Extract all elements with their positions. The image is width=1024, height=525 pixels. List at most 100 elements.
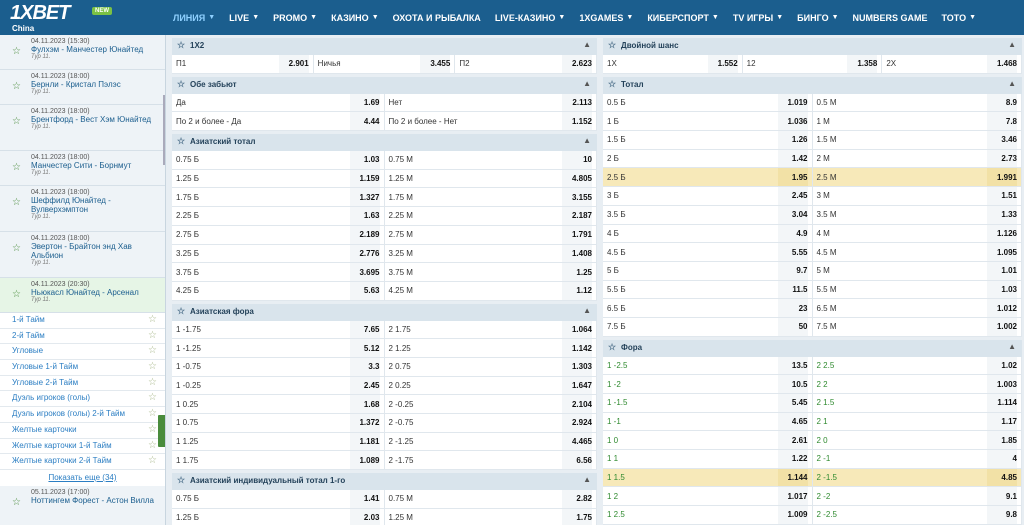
odds-cell[interactable]: П2 2.623 — [455, 55, 598, 73]
odds-value[interactable]: 1.22 — [777, 450, 808, 468]
brand-logo[interactable]: 1XBET — [10, 2, 70, 24]
odds-value[interactable]: 1.17 — [987, 412, 1017, 431]
odds-cell[interactable]: 2 0.75 1.303 — [385, 357, 597, 376]
odds-cell[interactable]: 4.25 М 1.12 — [385, 281, 597, 300]
nav-item-8[interactable]: TV ИГРЫ ▼ — [726, 0, 790, 35]
favorite-star-icon[interactable]: ☆ — [12, 46, 21, 57]
odds-value[interactable]: 1.03 — [987, 280, 1017, 299]
odds-cell[interactable]: 4.5 Б 5.55 — [603, 243, 813, 261]
odds-value[interactable]: 1.42 — [777, 149, 808, 168]
odds-cell[interactable]: 1 -0.25 2.45 — [172, 376, 385, 395]
odds-value[interactable]: 1.064 — [562, 320, 592, 339]
odds-cell[interactable]: 1 М 7.8 — [813, 112, 1022, 131]
odds-cell[interactable]: 6.5 М 1.012 — [813, 299, 1022, 317]
odds-cell[interactable]: 1X 1.552 — [603, 55, 743, 73]
odds-value[interactable]: 4.65 — [777, 412, 808, 431]
odds-value[interactable]: 2.901 — [278, 55, 309, 73]
favorite-star-icon[interactable]: ☆ — [12, 197, 21, 208]
nav-item-9[interactable]: БИНГО ▼ — [790, 0, 845, 35]
odds-value[interactable]: 2.776 — [349, 244, 380, 263]
odds-value[interactable]: 1.85 — [987, 431, 1017, 450]
sidebar-market-link[interactable]: 2-й Тайм ☆ — [0, 329, 165, 345]
odds-cell[interactable]: 4.5 М 1.095 — [813, 243, 1022, 261]
odds-value[interactable]: 1.33 — [987, 205, 1017, 224]
odds-cell[interactable]: По 2 и более - Нет 1.152 — [385, 112, 597, 131]
odds-value[interactable]: 1.358 — [847, 55, 878, 73]
favorite-star-icon[interactable]: ☆ — [177, 40, 186, 50]
market-header[interactable]: ☆ 1X2 ▲ — [172, 38, 597, 55]
odds-value[interactable]: 4.9 — [777, 224, 808, 243]
favorite-star-icon[interactable]: ☆ — [177, 475, 186, 486]
odds-value[interactable]: 7.65 — [349, 320, 380, 339]
sidebar-market-link[interactable]: Угловые ☆ — [0, 344, 165, 361]
odds-value[interactable]: 23 — [777, 299, 808, 317]
odds-cell[interactable]: 1 2.5 1.009 — [603, 506, 813, 524]
odds-value[interactable]: 4.465 — [562, 432, 592, 451]
nav-item-0[interactable]: ЛИНИЯ ▼ — [166, 0, 222, 35]
odds-value[interactable]: 7.8 — [987, 112, 1017, 131]
sidebar-market-link[interactable]: Угловые 2-й Тайм ☆ — [0, 376, 165, 392]
odds-value[interactable]: 2.82 — [562, 490, 592, 508]
match-item[interactable]: ☆ 04.11.2023 (20:30) Ньюкасл Юнайтед - Арс… — [0, 278, 165, 313]
odds-value[interactable]: 1.114 — [987, 394, 1017, 412]
odds-value[interactable]: 1.036 — [777, 112, 808, 131]
match-teams[interactable]: Ноттингем Форест - Астон Вилла — [31, 495, 154, 505]
odds-cell[interactable]: 2.5 Б 1.95 — [603, 168, 813, 187]
favorite-star-icon[interactable]: ☆ — [148, 314, 157, 325]
odds-value[interactable]: 1.791 — [562, 225, 592, 244]
odds-value[interactable]: 5.45 — [777, 394, 808, 412]
odds-value[interactable]: 1.552 — [707, 55, 738, 73]
odds-cell[interactable]: 1 -1.5 5.45 — [603, 394, 813, 412]
odds-cell[interactable]: 3.75 Б 3.695 — [172, 263, 385, 281]
odds-value[interactable]: 1.63 — [349, 207, 380, 225]
odds-cell[interactable]: 2 -1.75 6.56 — [385, 451, 597, 470]
odds-cell[interactable]: 1 -1.25 5.12 — [172, 339, 385, 357]
favorite-star-icon[interactable]: ☆ — [177, 136, 186, 147]
favorite-star-icon[interactable]: ☆ — [148, 408, 157, 420]
match-teams[interactable]: Брентфорд - Вест Хэм Юнайтед — [31, 115, 152, 124]
odds-cell[interactable]: 2 -0.75 2.924 — [385, 414, 597, 432]
odds-cell[interactable]: 1 -2 10.5 — [603, 375, 813, 393]
nav-item-3[interactable]: КАЗИНО ▼ — [324, 0, 386, 35]
odds-cell[interactable]: 4 М 1.126 — [813, 224, 1022, 243]
odds-value[interactable]: 1.12 — [562, 281, 592, 300]
odds-value[interactable]: 1.372 — [349, 414, 380, 432]
odds-cell[interactable]: 1 -0.75 3.3 — [172, 357, 385, 376]
odds-cell[interactable]: 5 М 1.01 — [813, 261, 1022, 280]
sidebar-market-link[interactable]: Желтые карточки ☆ — [0, 423, 165, 439]
favorite-star-icon[interactable]: ☆ — [12, 289, 21, 300]
odds-cell[interactable]: 2 -0.25 2.104 — [385, 395, 597, 413]
collapse-caret-icon[interactable]: ▲ — [1008, 40, 1016, 49]
odds-cell[interactable]: 2 -1 4 — [813, 450, 1022, 468]
odds-cell[interactable]: 0.5 М 8.9 — [813, 93, 1022, 112]
odds-cell[interactable]: 3.75 М 1.25 — [385, 263, 597, 281]
match-teams[interactable]: Манчестер Сити - Борнмут — [31, 161, 132, 170]
favorite-star-icon[interactable]: ☆ — [12, 81, 21, 92]
odds-value[interactable]: 2.45 — [777, 187, 808, 205]
odds-value[interactable]: 1.019 — [777, 93, 808, 112]
odds-cell[interactable]: 1.25 М 4.805 — [385, 169, 597, 188]
nav-item-10[interactable]: NUMBERS GAME — [846, 0, 935, 35]
market-header[interactable]: ☆ Азиатский тотал ▲ — [172, 134, 597, 152]
odds-cell[interactable]: 1.25 Б 2.03 — [172, 508, 385, 525]
favorite-star-icon[interactable]: ☆ — [148, 439, 157, 451]
odds-cell[interactable]: 5.5 Б 11.5 — [603, 280, 813, 299]
sidebar-market-link[interactable]: Дуэль игроков (голы) 2-й Тайм ☆ — [0, 407, 165, 423]
odds-cell[interactable]: 1 0 2.61 — [603, 431, 813, 450]
odds-value[interactable]: 4.805 — [562, 169, 592, 188]
odds-cell[interactable]: 1.5 Б 1.26 — [603, 131, 813, 149]
odds-value[interactable]: 8.9 — [987, 93, 1017, 112]
odds-cell[interactable]: 4.25 Б 5.63 — [172, 281, 385, 300]
odds-cell[interactable]: 2 1.75 1.064 — [385, 320, 597, 339]
odds-cell[interactable]: 2.75 Б 2.189 — [172, 225, 385, 244]
odds-value[interactable]: 1.03 — [349, 151, 380, 169]
favorite-star-icon[interactable]: ☆ — [608, 78, 617, 89]
odds-cell[interactable]: 2 Б 1.42 — [603, 149, 813, 168]
odds-value[interactable]: 2.03 — [349, 508, 380, 525]
match-teams[interactable]: Шеффилд Юнайтед - Вулверхэмптон — [31, 196, 111, 214]
side-widget-tab[interactable] — [158, 415, 165, 447]
odds-value[interactable]: 2.189 — [349, 225, 380, 244]
favorite-star-icon[interactable]: ☆ — [148, 329, 157, 341]
odds-value[interactable]: 6.56 — [562, 451, 592, 470]
odds-cell[interactable]: 5.5 М 1.03 — [813, 280, 1022, 299]
